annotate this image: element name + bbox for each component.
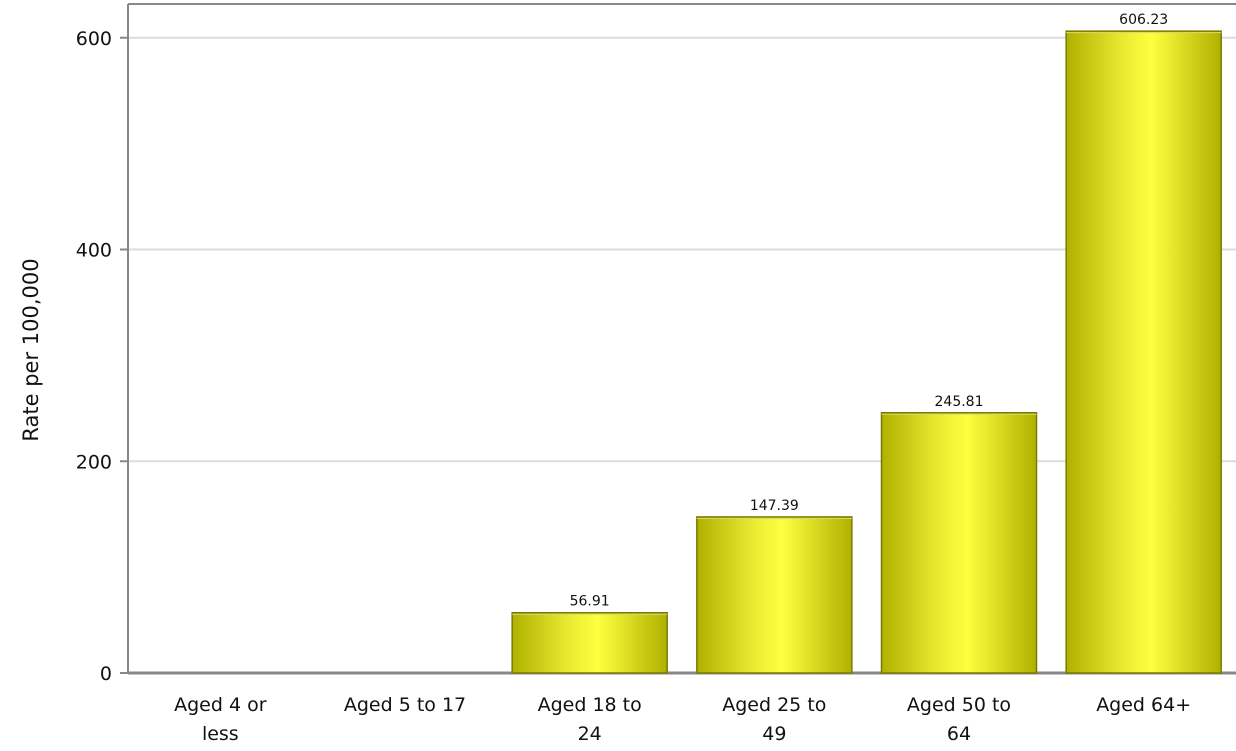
- y-tick-label: 0: [100, 663, 112, 685]
- bar: [696, 516, 853, 674]
- y-tick-label: 400: [76, 240, 112, 262]
- x-tick-label: Aged 5 to 17: [344, 694, 466, 716]
- x-tick-label: Aged 18 to: [538, 694, 642, 716]
- x-tick-label: Aged 25 to: [722, 694, 826, 716]
- bars: [511, 30, 1222, 674]
- labels: 0 200 400 600 Aged 4 or less Aged 5 to 17 56.91…: [76, 12, 1191, 745]
- data-label: 147.39: [750, 498, 799, 514]
- x-tick-label: less: [202, 723, 239, 745]
- bar: [1065, 30, 1222, 674]
- data-label: 56.91: [570, 594, 610, 610]
- data-label: 245.81: [935, 394, 984, 410]
- y-tick-label: 600: [76, 28, 112, 50]
- x-tick-label: Aged 50 to: [907, 694, 1011, 716]
- gridlines: [128, 36, 1236, 463]
- x-tick-label: Aged 64+: [1096, 694, 1191, 716]
- y-axis-title: Rate per 100,000: [19, 258, 43, 441]
- x-tick-label: 24: [578, 723, 602, 745]
- x-tick-label: 49: [762, 723, 786, 745]
- x-tick-label: Aged 4 or: [174, 694, 267, 716]
- bar: [511, 611, 668, 674]
- bar: [880, 412, 1038, 674]
- axes: [120, 3, 1236, 675]
- y-tick-label: 200: [76, 451, 112, 473]
- data-label: 606.23: [1119, 12, 1168, 28]
- x-tick-label: 64: [947, 723, 971, 745]
